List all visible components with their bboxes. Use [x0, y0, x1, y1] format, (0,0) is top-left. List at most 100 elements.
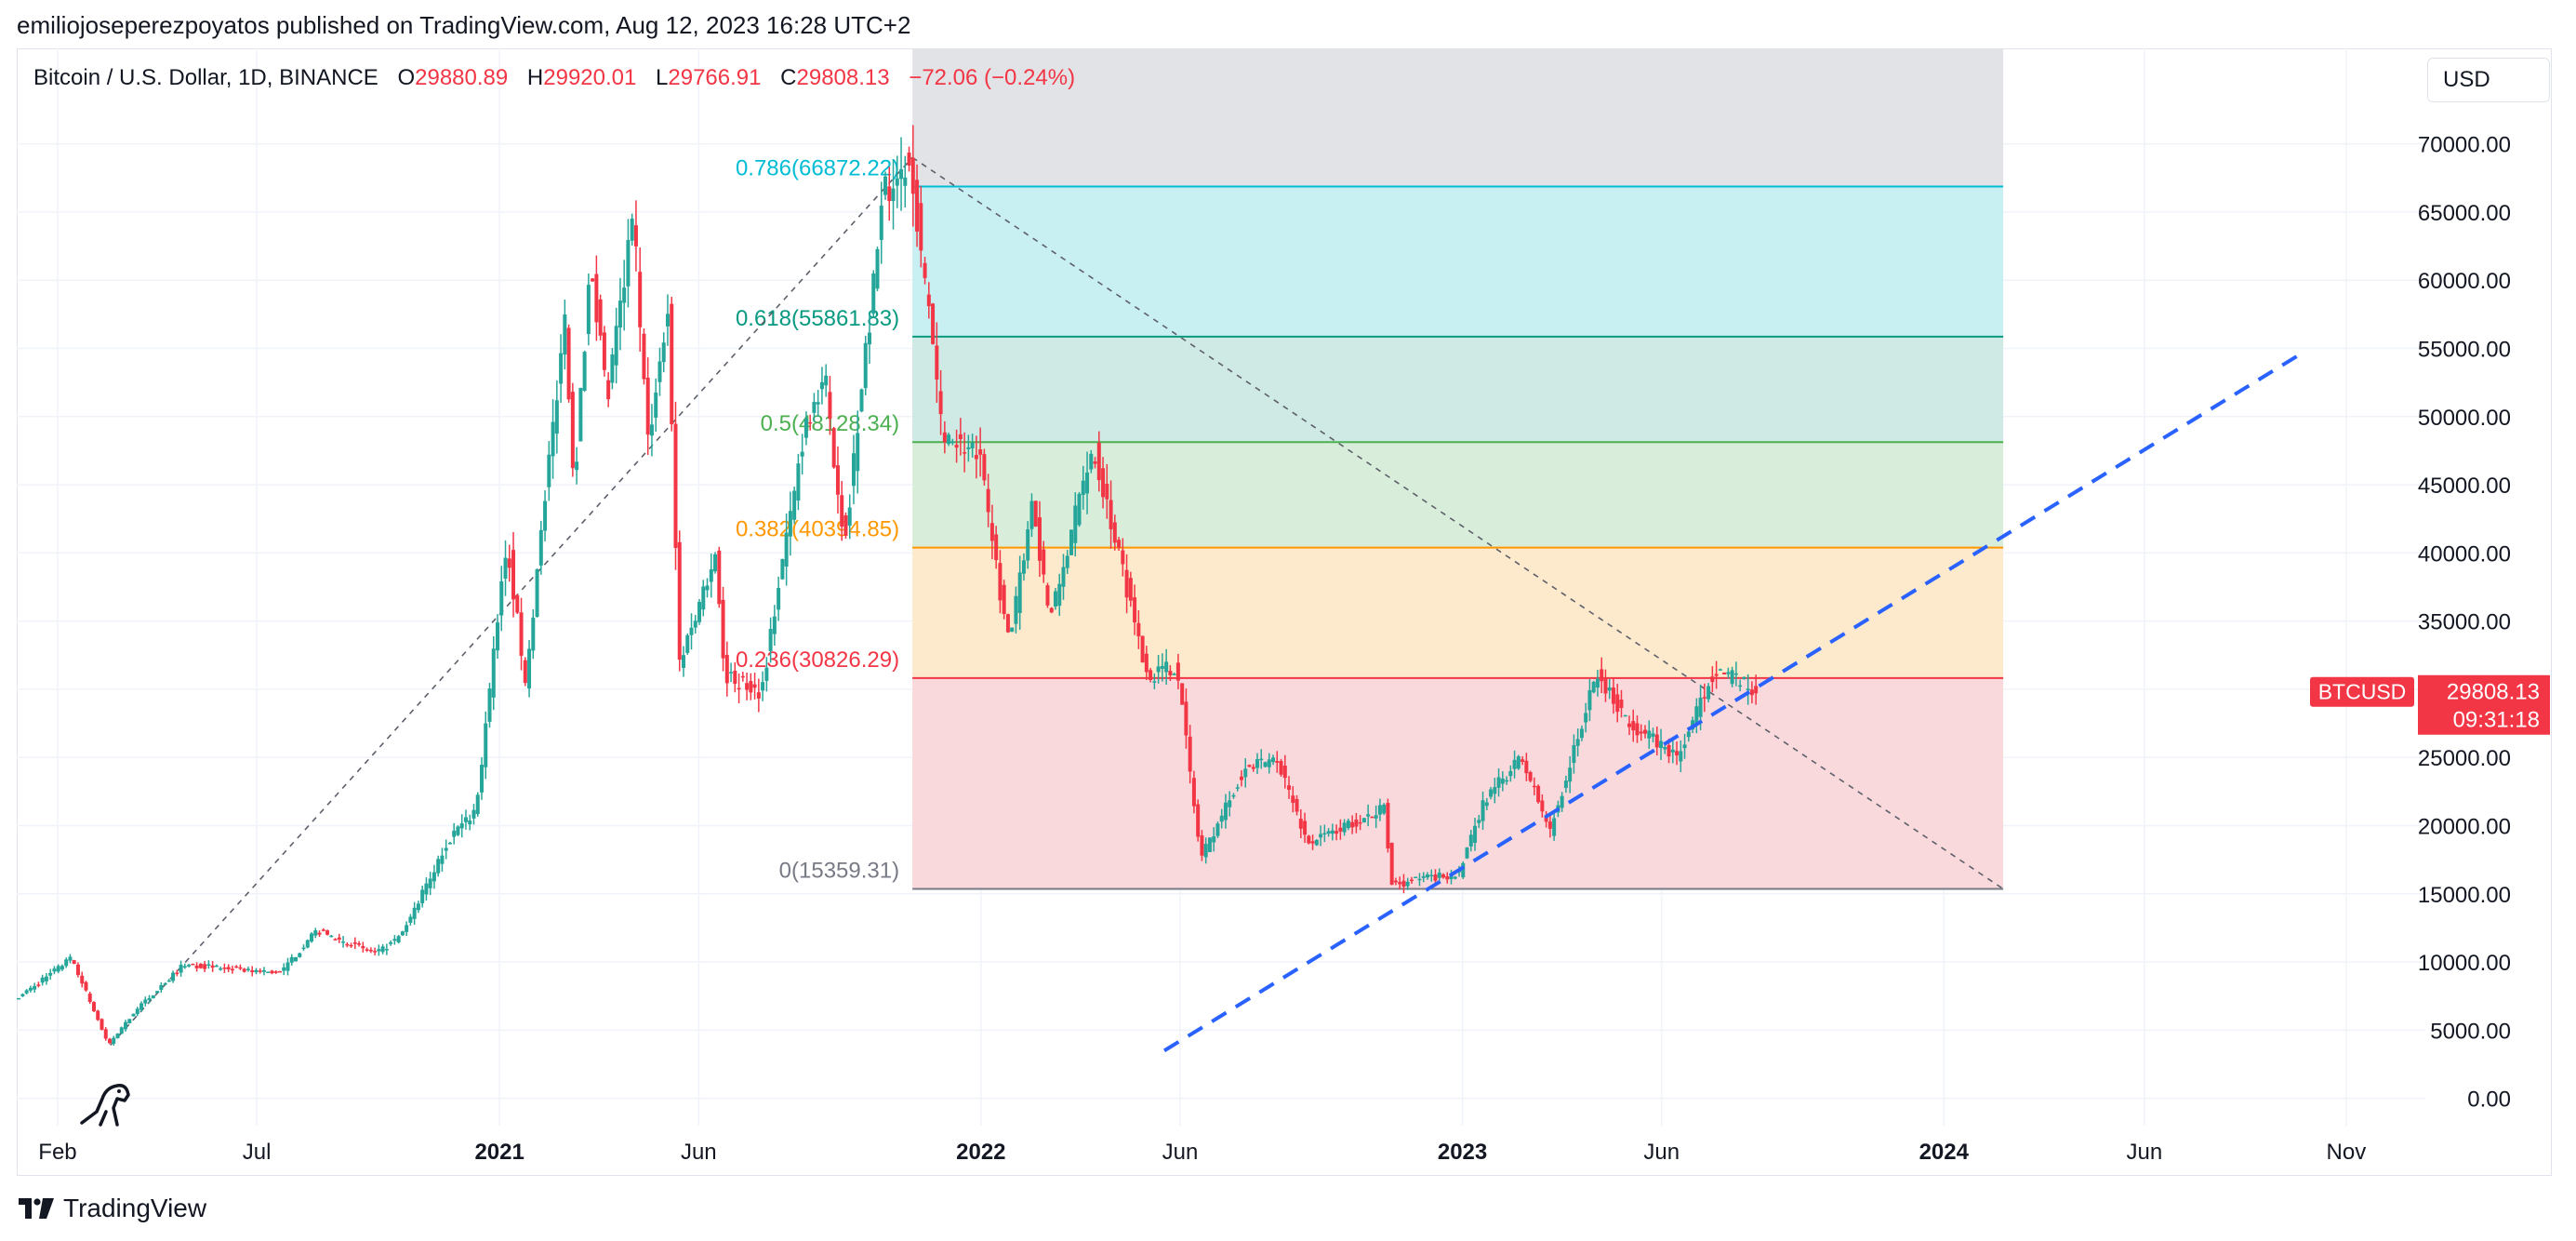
price-tick-label: 15000.00 — [2418, 883, 2511, 908]
candle-body — [484, 723, 488, 767]
candle-body — [1603, 677, 1608, 694]
candle-body — [1298, 819, 1303, 829]
candle-body — [127, 1019, 132, 1023]
candle-body — [673, 423, 678, 548]
price-tick-label: 5000.00 — [2430, 1019, 2511, 1044]
candle-body — [230, 968, 234, 971]
candle-body — [847, 507, 852, 527]
candle-body — [582, 352, 587, 391]
fibonacci-retracement[interactable] — [912, 48, 2004, 890]
candle-body — [737, 687, 741, 690]
candle-body — [1096, 442, 1101, 481]
candle-body — [75, 964, 80, 976]
candle-body — [935, 345, 939, 380]
candle-body — [788, 511, 792, 537]
candle-body — [380, 946, 385, 953]
candle-body — [963, 452, 967, 454]
candle-body — [1623, 714, 1627, 717]
candle-body — [1516, 756, 1520, 769]
candle-body — [808, 421, 813, 424]
time-tick-label: 2021 — [474, 1140, 524, 1165]
low-key: L — [656, 65, 669, 90]
time-tick-label: 2023 — [1438, 1140, 1487, 1165]
candle-body — [602, 332, 606, 370]
footer-brand[interactable]: TradingView — [19, 1194, 206, 1223]
candle-body — [764, 667, 769, 681]
candle-body — [816, 402, 820, 405]
candle-body — [1109, 500, 1113, 529]
candle-body — [1587, 689, 1592, 711]
candle-body — [440, 855, 445, 864]
candle-body — [685, 634, 690, 653]
candle-body — [1682, 744, 1687, 749]
candle-body — [1061, 567, 1066, 587]
candle-body — [554, 400, 559, 434]
candle-body — [206, 964, 211, 967]
candle-body — [559, 353, 564, 384]
open-key: O — [397, 65, 416, 90]
candle-body — [447, 842, 452, 845]
candle-body — [147, 998, 152, 1001]
candle-body — [622, 287, 627, 303]
candle-body — [970, 442, 975, 448]
candle-body — [570, 392, 575, 469]
candle-body — [645, 378, 650, 435]
candle-body — [1607, 687, 1612, 691]
price-tick-label: 20000.00 — [2418, 815, 2511, 840]
candle-body — [1361, 818, 1366, 823]
candle-body — [1575, 739, 1580, 746]
candle-body — [361, 946, 365, 949]
candle-body — [1219, 815, 1224, 822]
candle-body — [851, 453, 856, 487]
price-axis[interactable]: 0.00 5000.00 10000.00 15000.00 20000.00 25000… — [2418, 133, 2511, 1113]
candle-body — [143, 999, 148, 1004]
candle-body — [633, 225, 638, 247]
candle-body — [301, 947, 306, 950]
candle-body — [899, 168, 904, 180]
candle-body — [1140, 635, 1145, 663]
candle-body — [17, 997, 21, 1000]
candle-body — [1619, 700, 1624, 708]
candle-body — [1552, 818, 1557, 836]
candle-body — [282, 967, 286, 971]
candle-body — [293, 956, 298, 962]
candle-body — [84, 981, 88, 991]
symbol-name[interactable]: Bitcoin / U.S. Dollar, 1D, BINANCE — [33, 65, 378, 90]
symbol-legend[interactable]: Bitcoin / U.S. Dollar, 1D, BINANCE O2988… — [33, 65, 1075, 91]
candle-body — [1101, 468, 1106, 498]
last-price-marker: BTCUSD 29808.13 09:31:18 — [2310, 674, 2550, 735]
candle-body — [1722, 672, 1727, 674]
candle-body — [803, 419, 808, 438]
change-value: −72.06 (−0.24%) — [909, 65, 1076, 90]
currency-button[interactable]: USD — [2427, 58, 2550, 102]
candle-body — [1663, 746, 1667, 750]
candle-body — [835, 465, 840, 495]
candle-body — [219, 967, 223, 970]
candle-body — [1591, 681, 1596, 693]
candle-body — [1144, 653, 1149, 673]
last-price-tag — [2418, 674, 2550, 735]
candle-body — [1164, 661, 1169, 673]
candle-body — [954, 445, 959, 448]
price-tick-label: 55000.00 — [2418, 337, 2511, 362]
candle-body — [392, 939, 397, 941]
candle-body — [994, 534, 999, 561]
time-tick-label: Jun — [681, 1140, 717, 1165]
candle-body — [578, 387, 583, 442]
candle-body — [1228, 800, 1232, 807]
time-axis[interactable]: Feb Jul 2021 Jun 2022 Jun 2023 Jun 2024 Jun Nov — [38, 1140, 2366, 1165]
candle-body — [1393, 880, 1398, 883]
candle-body — [978, 449, 983, 455]
rise-line — [110, 156, 913, 1047]
candle-body — [194, 965, 199, 968]
candle-body — [761, 682, 765, 691]
candle-body — [242, 968, 246, 972]
candle-body — [1287, 785, 1292, 790]
candle-body — [709, 568, 713, 582]
candle-body — [784, 532, 789, 567]
candle-body — [36, 984, 41, 986]
candle-body — [203, 964, 207, 969]
candle-body — [48, 972, 53, 976]
candle-body — [368, 950, 373, 952]
